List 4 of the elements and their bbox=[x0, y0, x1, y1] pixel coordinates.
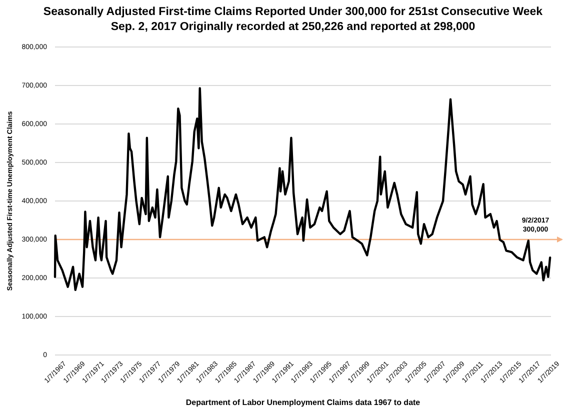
x-axis-title: Department of Labor Unemployment Claims data 1967 to date bbox=[186, 398, 421, 407]
line-series bbox=[54, 87, 552, 292]
chart-title: Seasonally Adjusted First-time Claims Reported Under 300,000 for 251st Consecutive Week bbox=[43, 6, 544, 18]
chart-subtitle: Sep. 2, 2017 Originally recorded at 250,226 and reported at 298,000 bbox=[110, 21, 476, 33]
